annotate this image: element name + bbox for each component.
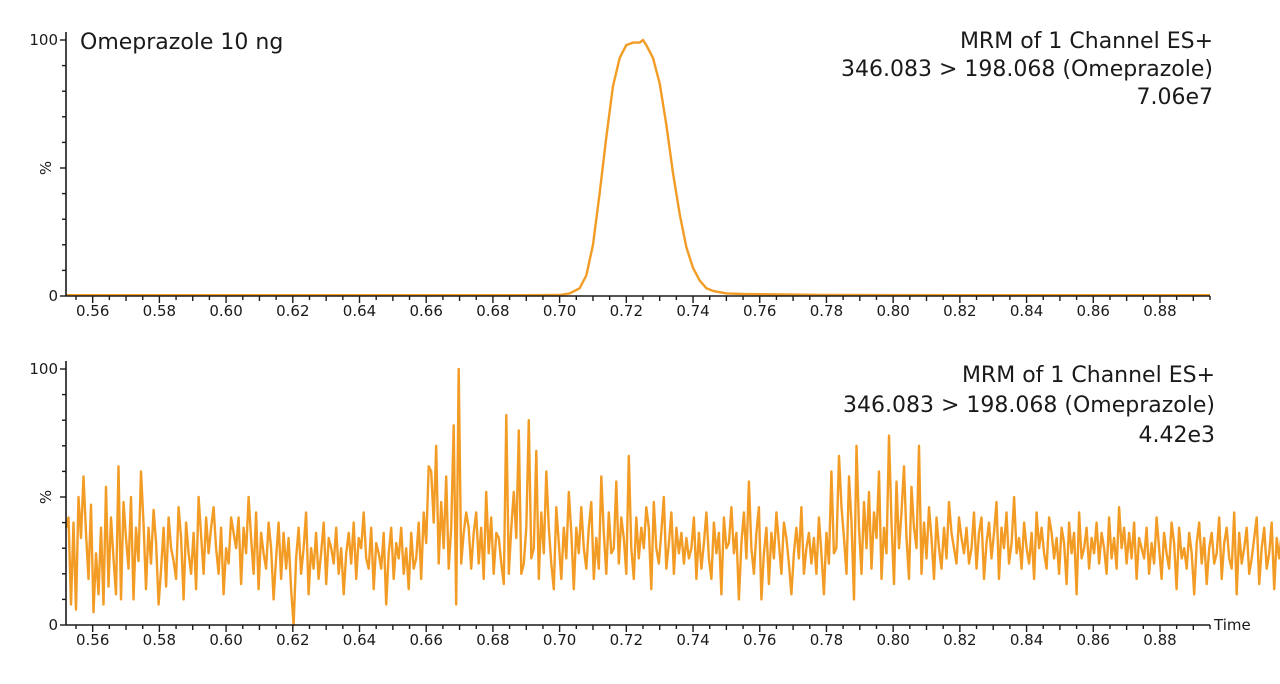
x-tick-label: 0.84 bbox=[1010, 631, 1043, 649]
x-tick-label: 0.82 bbox=[943, 631, 976, 649]
x-tick-label: 0.88 bbox=[1143, 631, 1176, 649]
x-tick-label: 0.82 bbox=[943, 302, 976, 320]
chart-title-line: 7.06e7 bbox=[1136, 85, 1213, 110]
chromatogram-panel-bottom: 0.56 0.58 0.60 0.62 0.64 0.66 0.68 0.70 0.72 0.74… bbox=[29, 360, 1280, 649]
y-tick-label: 0 bbox=[48, 616, 58, 634]
x-tick-label: 0.56 bbox=[76, 631, 109, 649]
y-tick-label: 100 bbox=[29, 31, 58, 49]
x-tick-label: 0.72 bbox=[610, 631, 643, 649]
y-axis-label: % bbox=[37, 490, 55, 504]
x-tick-label: 0.58 bbox=[143, 631, 176, 649]
x-tick-label: 0.60 bbox=[209, 631, 242, 649]
chart-title-line: 4.42e3 bbox=[1138, 423, 1215, 448]
x-tick-label: 0.62 bbox=[276, 631, 309, 649]
x-tick-label: 0.66 bbox=[410, 631, 443, 649]
x-tick-label: 0.58 bbox=[143, 302, 176, 320]
series-trace bbox=[64, 367, 1280, 627]
x-tick-label: 0.86 bbox=[1077, 631, 1110, 649]
series-trace bbox=[66, 38, 1210, 297]
chromatogram-panel-top: 0.56 0.58 0.60 0.62 0.64 0.66 0.68 0.70 0.72 0.74… bbox=[29, 29, 1213, 320]
x-tick-label: 0.72 bbox=[610, 302, 643, 320]
x-tick-label: 0.86 bbox=[1077, 302, 1110, 320]
x-tick-label: 0.78 bbox=[810, 631, 843, 649]
x-tick-label: 0.88 bbox=[1143, 302, 1176, 320]
chart-title-line: MRM of 1 Channel ES+ bbox=[962, 363, 1215, 388]
chart-title-line: 346.083 > 198.068 (Omeprazole) bbox=[841, 57, 1213, 82]
x-tick-label: 0.64 bbox=[343, 631, 376, 649]
y-tick-label: 0 bbox=[48, 287, 58, 305]
x-tick-label: 0.68 bbox=[476, 302, 509, 320]
x-tick-label: 0.74 bbox=[676, 631, 709, 649]
y-axis-label: % bbox=[37, 161, 55, 175]
x-tick-label: 0.80 bbox=[876, 631, 909, 649]
x-tick-label: 0.78 bbox=[810, 302, 843, 320]
x-tick-label: 0.76 bbox=[743, 302, 776, 320]
x-tick-label: 0.62 bbox=[276, 302, 309, 320]
sample-label: Omeprazole 10 ng bbox=[80, 30, 283, 55]
x-tick-label: 0.84 bbox=[1010, 302, 1043, 320]
x-tick-label: 0.70 bbox=[543, 631, 576, 649]
x-tick-label: 0.56 bbox=[76, 302, 109, 320]
x-axis-label: Time bbox=[1213, 616, 1251, 634]
x-tick-label: 0.76 bbox=[743, 631, 776, 649]
x-tick-label: 0.60 bbox=[209, 302, 242, 320]
x-tick-label: 0.80 bbox=[876, 302, 909, 320]
x-tick-label: 0.68 bbox=[476, 631, 509, 649]
chart-title-line: 346.083 > 198.068 (Omeprazole) bbox=[843, 393, 1215, 418]
chart-title-line: MRM of 1 Channel ES+ bbox=[960, 29, 1213, 54]
y-tick-label: 100 bbox=[29, 360, 58, 378]
x-tick-label: 0.64 bbox=[343, 302, 376, 320]
x-tick-label: 0.70 bbox=[543, 302, 576, 320]
x-tick-label: 0.66 bbox=[410, 302, 443, 320]
x-tick-label: 0.74 bbox=[676, 302, 709, 320]
